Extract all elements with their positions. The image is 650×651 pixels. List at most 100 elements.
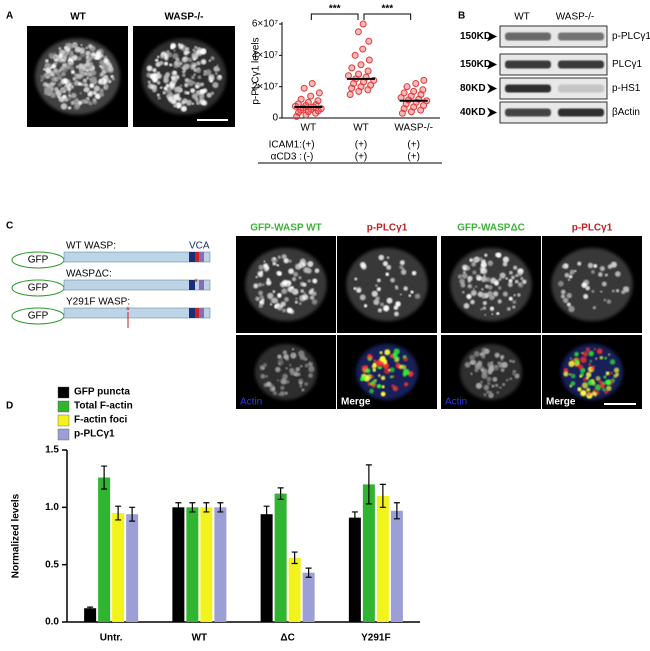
spot <box>212 81 219 89</box>
spot <box>581 351 584 355</box>
significance: *** <box>381 4 393 15</box>
spot <box>290 288 296 294</box>
spot <box>475 382 483 389</box>
spot <box>98 59 104 65</box>
spot <box>400 269 407 275</box>
spot <box>216 64 219 67</box>
spot <box>282 350 287 355</box>
legend-swatch <box>57 386 70 399</box>
spot <box>586 392 591 397</box>
y-tick-label: 2×10⁷ <box>252 81 279 92</box>
x-tick-label: WT <box>353 123 369 134</box>
spot <box>489 295 495 301</box>
spot <box>92 90 97 95</box>
spot <box>487 260 494 266</box>
spot <box>262 283 265 286</box>
spot <box>100 57 103 60</box>
spot <box>509 359 513 363</box>
spot <box>166 50 170 54</box>
spot <box>465 265 471 271</box>
spot <box>568 360 575 368</box>
blot-strip <box>499 101 608 124</box>
spot <box>193 73 196 76</box>
spot <box>372 368 377 372</box>
spot <box>480 292 487 299</box>
mw-label: 40KD <box>460 107 486 118</box>
panel-label: A <box>6 11 13 22</box>
spot <box>371 375 375 378</box>
bar <box>214 507 227 622</box>
spot <box>361 264 367 270</box>
spot <box>365 368 371 374</box>
spot <box>156 55 160 59</box>
band <box>505 84 551 93</box>
spot <box>169 63 173 67</box>
spot <box>75 73 81 79</box>
domain-a <box>199 280 204 290</box>
y-tick-label: 1.5 <box>45 445 59 456</box>
spot <box>58 97 63 101</box>
spot <box>101 93 105 97</box>
spot <box>255 296 260 301</box>
condition-value: (+) <box>302 140 315 151</box>
protein-body <box>63 251 211 263</box>
spot <box>461 290 465 294</box>
spot <box>360 375 366 381</box>
spot <box>604 380 609 385</box>
spot <box>45 67 52 74</box>
spot <box>164 61 169 66</box>
spot <box>282 279 288 286</box>
spot <box>469 354 476 361</box>
construct-label: Y291F WASP: <box>66 297 130 308</box>
spot <box>43 67 46 71</box>
y-axis-label: p-PLCγ1 levels <box>251 37 262 104</box>
spot <box>403 356 409 362</box>
data-point <box>357 61 365 69</box>
error-bar <box>291 551 298 565</box>
spot <box>483 274 486 278</box>
spot <box>68 97 71 101</box>
spot <box>288 363 292 367</box>
spot <box>610 371 613 375</box>
spot <box>43 89 50 96</box>
spot <box>386 264 392 270</box>
error-bar <box>305 567 312 578</box>
spot <box>182 98 188 104</box>
blot-strip <box>499 25 608 48</box>
spot <box>170 45 174 50</box>
spot <box>303 266 310 273</box>
spot <box>494 383 499 388</box>
error-bar <box>365 464 372 505</box>
spot <box>77 81 82 86</box>
data-point <box>364 67 372 75</box>
data-point <box>344 72 352 80</box>
spot <box>73 43 77 47</box>
spot <box>206 92 212 98</box>
spot <box>62 62 67 68</box>
spot <box>303 292 307 295</box>
spot <box>299 295 306 302</box>
data-point <box>293 112 301 120</box>
y-tick-label: 0.5 <box>45 559 59 570</box>
spot <box>509 270 513 275</box>
spot <box>293 271 299 277</box>
cell <box>346 247 428 322</box>
error-bar <box>115 505 122 521</box>
spot <box>560 289 566 295</box>
spot <box>291 348 295 351</box>
data-point <box>307 92 315 100</box>
bar <box>302 572 315 622</box>
data-point <box>365 56 373 64</box>
error-bar <box>277 487 284 500</box>
spot <box>301 388 305 392</box>
spot <box>384 349 391 356</box>
data-point <box>420 101 428 109</box>
band <box>505 60 551 69</box>
data-point <box>400 89 408 97</box>
image-overlay: Merge <box>341 397 371 408</box>
spot <box>61 71 66 77</box>
gfp-label: GFP <box>28 255 49 266</box>
spot <box>372 363 377 367</box>
gfp-label: GFP <box>28 311 49 322</box>
